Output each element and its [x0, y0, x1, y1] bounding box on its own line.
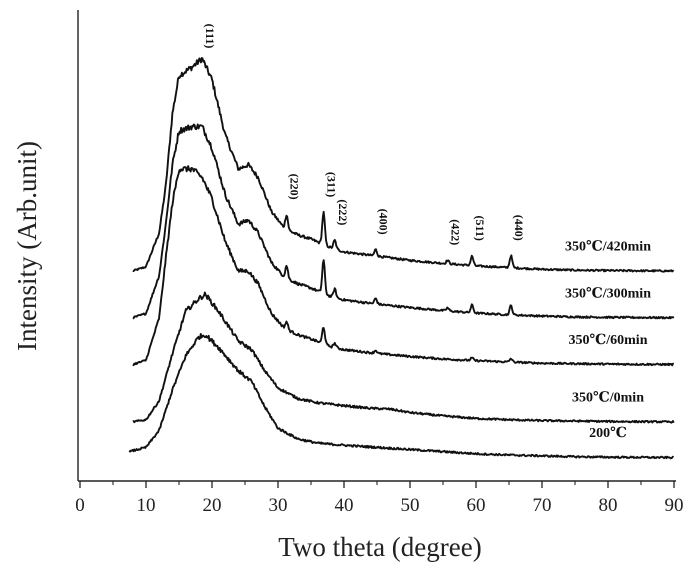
x-tick-label: 60 — [467, 495, 486, 516]
series-label: 350℃/60min — [568, 333, 647, 348]
series-label: 350℃/0min — [572, 391, 644, 406]
x-axis-ticks — [79, 481, 675, 488]
x-tick-label: 30 — [269, 495, 288, 516]
series-line — [132, 57, 675, 273]
peak-label: (511) — [473, 216, 487, 241]
x-tick-label: 80 — [599, 495, 618, 516]
series-label: 350℃/420min — [565, 240, 651, 255]
y-axis-title: Intensity (Arb.unit) — [12, 141, 42, 351]
series-label: 350℃/300min — [565, 286, 651, 301]
x-tick-label: 50 — [401, 495, 420, 516]
peak-label: (422) — [449, 219, 463, 245]
series-labels: 350℃/420min 350℃/300min 350℃/60min 350℃/0mi… — [565, 240, 651, 442]
series-line — [132, 123, 675, 320]
x-axis-title: Two theta (degree) — [278, 532, 482, 562]
peak-label: (111) — [203, 24, 217, 49]
x-tick-label: 40 — [335, 495, 354, 516]
peak-label: (220) — [288, 174, 302, 200]
series-lines — [128, 57, 675, 460]
series-line — [132, 291, 675, 424]
peak-label: (440) — [512, 215, 526, 241]
x-tick-label: 90 — [665, 495, 684, 516]
peak-label: (222) — [336, 199, 350, 225]
x-tick-label: 0 — [75, 495, 85, 516]
series-line — [132, 165, 675, 367]
peak-label: (400) — [377, 209, 391, 235]
x-axis-tick-labels: 0 10 20 30 40 50 60 70 80 90 — [75, 495, 683, 516]
series-line — [128, 333, 674, 460]
x-tick-label: 10 — [137, 495, 156, 516]
peak-labels: (111) (220) (311) (222) (400) (422) (511) (440) — [203, 24, 526, 246]
series-label: 200℃ — [589, 426, 627, 441]
peak-label: (311) — [325, 172, 339, 197]
x-tick-label: 70 — [533, 495, 552, 516]
x-tick-label: 20 — [203, 495, 222, 516]
